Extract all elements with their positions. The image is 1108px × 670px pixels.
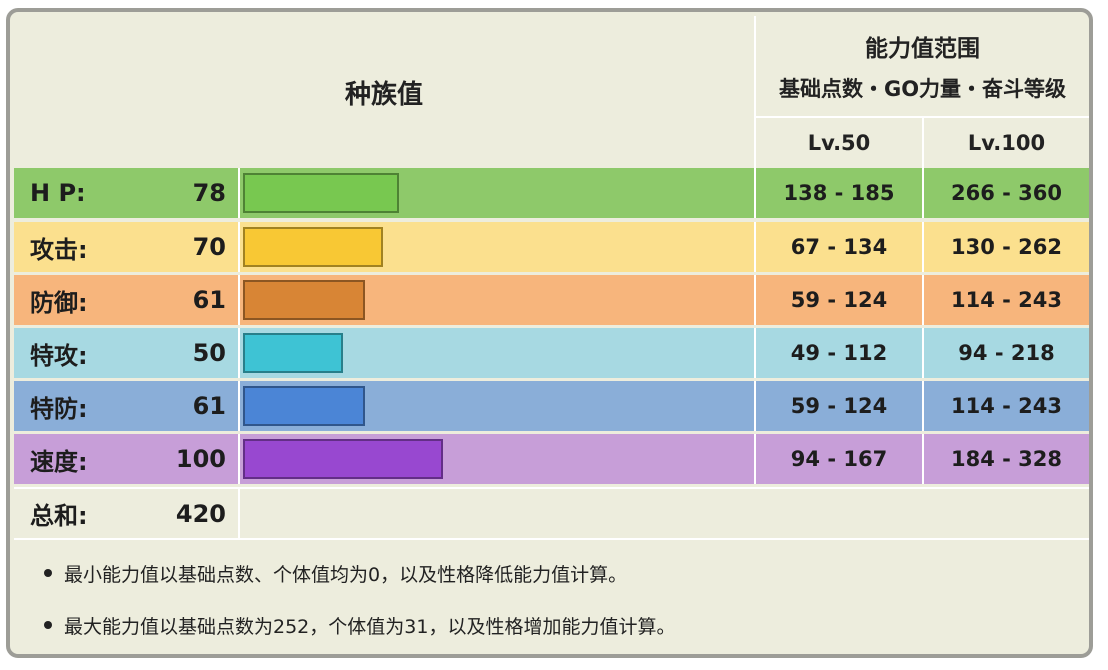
stat-range-lv50: 59 - 124 <box>754 275 922 325</box>
stat-bar-cell <box>238 381 754 431</box>
stat-bar <box>243 439 443 479</box>
base-stats-header-label: 种族值 <box>344 79 423 110</box>
note-text: 最大能力值以基础点数为252，个体值为31，以及性格增加能力值计算。 <box>64 615 676 638</box>
stat-value: 100 <box>175 445 226 473</box>
lv50-header: Lv.50 <box>754 116 922 168</box>
stat-bar-cell <box>238 222 754 272</box>
stat-range-lv100: 114 - 243 <box>922 381 1089 431</box>
stat-name: 速度: <box>30 447 88 476</box>
stat-bar-cell <box>238 328 754 378</box>
lv100-header: Lv.100 <box>922 116 1089 168</box>
stat-row-sp-defense: 特防: 61 59 - 124 114 - 243 <box>14 381 1089 431</box>
note-item: 最小能力值以基础点数、个体值均为0，以及性格降低能力值计算。 <box>44 558 1089 588</box>
stat-row-attack: 攻击: 70 67 - 134 130 - 262 <box>14 222 1089 272</box>
stat-name: 防御: <box>30 288 88 317</box>
bullet-icon <box>44 621 52 629</box>
stat-bar-cell <box>238 434 754 484</box>
total-value: 420 <box>175 499 226 528</box>
stat-range-lv50: 67 - 134 <box>754 222 922 272</box>
stat-range-subtitle: 基础点数・GO力量・奋斗等级 <box>778 77 1067 101</box>
stat-name: H P: <box>30 179 86 207</box>
stat-range-lv50: 59 - 124 <box>754 381 922 431</box>
stat-row-defense: 防御: 61 59 - 124 114 - 243 <box>14 275 1089 325</box>
stat-value: 50 <box>192 339 226 367</box>
stat-row-sp-attack: 特攻: 50 49 - 112 94 - 218 <box>14 328 1089 378</box>
lv100-header-label: Lv.100 <box>967 131 1046 155</box>
stat-range-lv100: 184 - 328 <box>922 434 1089 484</box>
note-text: 最小能力值以基础点数、个体值均为0，以及性格降低能力值计算。 <box>64 563 628 586</box>
total-empty-cell <box>238 489 1089 538</box>
stat-bar <box>243 386 365 426</box>
base-stats-header: 种族值 <box>14 16 754 168</box>
stat-range-lv50: 49 - 112 <box>754 328 922 378</box>
stat-value: 70 <box>192 233 226 261</box>
stat-range-header: 能力值范围 基础点数・GO力量・奋斗等级 <box>754 16 1089 116</box>
stat-range-title: 能力值范围 <box>865 36 980 62</box>
stat-range-lv100: 114 - 243 <box>922 275 1089 325</box>
stat-name: 特防: <box>30 394 88 423</box>
stat-bar <box>243 173 399 213</box>
stat-row-speed: 速度: 100 94 - 167 184 - 328 <box>14 434 1089 484</box>
bullet-icon <box>44 569 52 577</box>
stat-value: 61 <box>192 392 226 420</box>
lv50-header-label: Lv.50 <box>807 131 871 155</box>
stat-range-lv50: 138 - 185 <box>754 168 922 218</box>
stat-name: 攻击: <box>30 235 88 264</box>
stat-bar <box>243 280 365 320</box>
stat-value: 61 <box>192 286 226 314</box>
stat-range-lv100: 130 - 262 <box>922 222 1089 272</box>
stat-bar <box>243 227 383 267</box>
stat-bar <box>243 333 343 373</box>
stat-range-lv100: 266 - 360 <box>922 168 1089 218</box>
stat-name: 特攻: <box>30 341 88 370</box>
stat-range-lv100: 94 - 218 <box>922 328 1089 378</box>
notes: 最小能力值以基础点数、个体值均为0，以及性格降低能力值计算。 最大能力值以基础点… <box>14 538 1089 654</box>
stat-bar-cell <box>238 275 754 325</box>
stat-value: 78 <box>192 179 226 207</box>
stat-row-hp: H P: 78 138 - 185 266 - 360 <box>14 168 1089 218</box>
note-item: 最大能力值以基础点数为252，个体值为31，以及性格增加能力值计算。 <box>44 610 1089 640</box>
stat-row-total: 总和: 420 <box>14 487 1089 538</box>
total-name: 总和: <box>30 502 88 530</box>
stat-range-lv50: 94 - 167 <box>754 434 922 484</box>
stats-table: 种族值 能力值范围 基础点数・GO力量・奋斗等级 Lv.50 Lv.100 H … <box>6 8 1093 658</box>
stat-bar-cell <box>238 168 754 218</box>
